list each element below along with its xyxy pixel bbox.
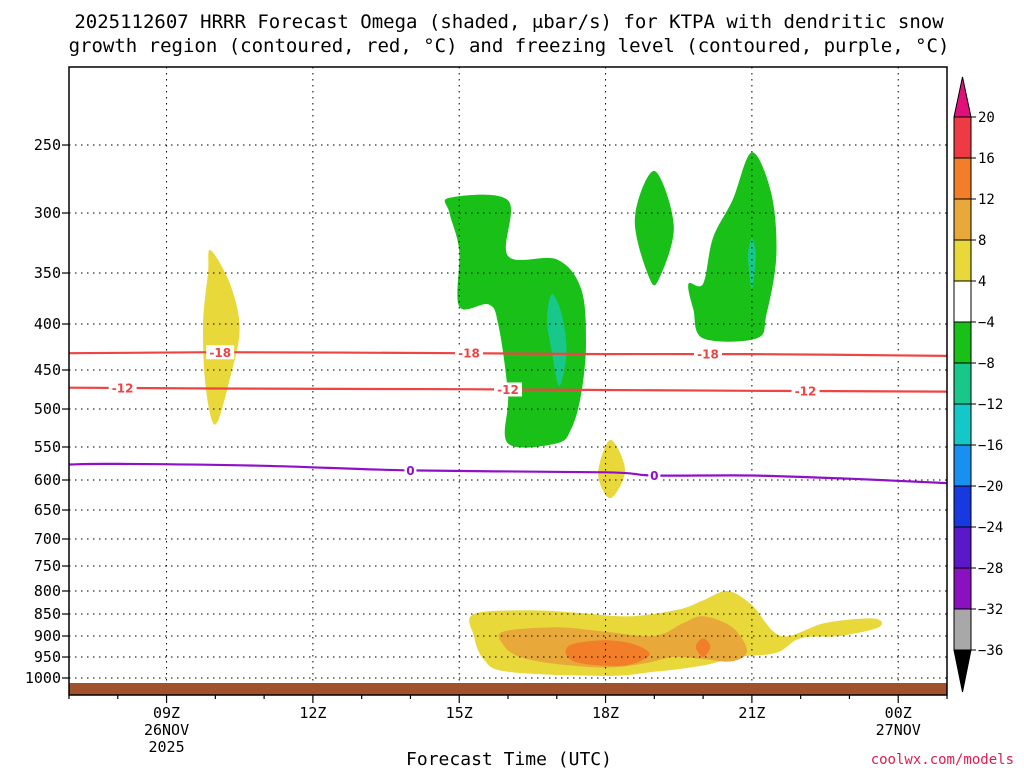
colorbar-label-3: 8 (978, 233, 986, 249)
freezing-level-label-1: 0 (650, 469, 658, 483)
omega-shading-layer (203, 152, 883, 676)
x-tick-label-00Z-1: 27NOV (876, 721, 921, 739)
dgz-minus18-label-1: -18 (458, 347, 480, 361)
colorbar-label-8: −16 (978, 438, 1003, 454)
colorbar-label-4: 4 (978, 274, 986, 290)
omega-green-21z (688, 152, 777, 342)
colorbar-label-7: −12 (978, 397, 1003, 413)
x-tick-label-21Z-0: 21Z (738, 704, 765, 722)
colorbar-label-13: −36 (978, 643, 1003, 659)
y-tick-label-500: 500 (34, 400, 61, 418)
x-tick-label-18Z-0: 18Z (592, 704, 619, 722)
y-tick-label-400: 400 (34, 315, 61, 333)
freezing-level-label-bg-1 (648, 468, 661, 483)
dgz-minus12-line (68, 386, 948, 393)
colorbar-segment-3 (953, 239, 972, 282)
colorbar-segment-7 (953, 403, 972, 446)
x-axis-title: Forecast Time (UTC) (406, 749, 612, 768)
y-tick-label-250: 250 (34, 136, 61, 154)
y-tick-label-800: 800 (34, 582, 61, 600)
omega-teal-21z (748, 238, 756, 289)
y-tick-label-650: 650 (34, 501, 61, 519)
y-tick-label-600: 600 (34, 471, 61, 489)
colorbar-segment-4 (953, 280, 972, 323)
x-tick-label-15Z-0: 15Z (446, 704, 473, 722)
dgz-minus18-line (68, 351, 948, 357)
colorbar-segment-2 (953, 198, 972, 241)
y-tick-label-550: 550 (34, 438, 61, 456)
dgz-minus12-label-0: -12 (112, 381, 134, 395)
dgz-minus18-label-bg-1 (454, 346, 483, 361)
colorbar-segment-1 (953, 157, 972, 200)
y-tick-label-450: 450 (34, 361, 61, 379)
dgz-minus12-label-bg-1 (494, 382, 522, 397)
colorbar-segment-10 (953, 526, 972, 569)
dgz-minus12-label-bg-0 (108, 380, 137, 395)
x-tick-label-09Z-2: 2025 (148, 738, 184, 756)
omega-teal-17z (547, 294, 567, 387)
colorbar-label-10: −24 (978, 520, 1003, 536)
colorbar-label-9: −20 (978, 479, 1003, 495)
colorbar-label-1: 16 (978, 151, 995, 167)
colorbar-label-12: −32 (978, 602, 1003, 618)
y-tick-label-750: 750 (34, 557, 61, 575)
dgz-minus18-label-bg-2 (693, 347, 722, 362)
colorbar-label-5: −4 (978, 315, 995, 331)
plot-area: -18 -18 -18 -12 -12 -12 0 0 (68, 66, 948, 696)
y-tick-label-700: 700 (34, 530, 61, 548)
chart-title-line1: 2025112607 HRRR Forecast Omega (shaded, … (74, 11, 944, 33)
colorbar-segment-9 (953, 485, 972, 528)
colorbar-segment-5 (953, 321, 972, 364)
colorbar-label-11: −28 (978, 561, 1003, 577)
colorbar-label-6: −8 (978, 356, 995, 372)
x-tick-label-12Z-0: 12Z (299, 704, 326, 722)
y-axis: 250 300 350 400 450 500 550 600 650 700 750 800 850 9… (25, 136, 69, 687)
dgz-minus18-label-0: -18 (209, 346, 231, 360)
colorbar-segment-12 (953, 608, 972, 651)
omega-orange-1830z (565, 640, 650, 667)
y-tick-label-900: 900 (34, 627, 61, 645)
colorbar-bottom-arrow (953, 649, 972, 693)
dgz-minus12-label-bg-2 (791, 384, 820, 399)
omega-green-19z (634, 170, 674, 286)
credit-text: coolwx.com/models (871, 752, 1014, 768)
y-tick-label-350: 350 (34, 264, 61, 282)
freezing-level-label-0: 0 (406, 464, 414, 478)
y-tick-label-850: 850 (34, 605, 61, 623)
chart-title-line2: growth region (contoured, red, °C) and f… (69, 35, 950, 57)
colorbar-segment-0 (953, 116, 972, 159)
dgz-minus18-label-2: -18 (697, 348, 719, 362)
dgz-minus12-label-1: -12 (497, 383, 519, 397)
colorbar-label-2: 12 (978, 192, 995, 208)
colorbar-segment-8 (953, 444, 972, 487)
omega-green-16z (444, 194, 586, 448)
freezing-level-label-bg-0 (404, 463, 417, 478)
omega-yellow-09z (203, 249, 240, 425)
omega-orange-20z (695, 638, 711, 657)
colorbar-segment-11 (953, 567, 972, 610)
colorbar: 20 16 12 8 4 −4 −8 −12 −16 −20 −24 −28 −32 −36 (953, 76, 1003, 693)
grid-layer (69, 67, 947, 683)
x-tick-label-09Z-1: 26NOV (144, 721, 189, 739)
dgz-minus12-label-2: -12 (795, 385, 817, 399)
colorbar-top-arrow (953, 76, 972, 118)
freezing-level-line (68, 462, 948, 485)
x-tick-label-09Z-0: 09Z (153, 704, 180, 722)
y-tick-label-300: 300 (34, 204, 61, 222)
omega-yellow-18z-mid (598, 439, 626, 499)
x-tick-label-00Z-0: 00Z (885, 704, 912, 722)
y-tick-label-1000: 1000 (25, 669, 61, 687)
contour-layer: -18 -18 -18 -12 -12 -12 0 0 (68, 345, 948, 485)
colorbar-segment-6 (953, 362, 972, 405)
ground-surface (69, 683, 947, 695)
dgz-minus18-label-bg-0 (206, 345, 235, 360)
colorbar-label-0: 20 (978, 110, 995, 126)
y-tick-label-950: 950 (34, 648, 61, 666)
